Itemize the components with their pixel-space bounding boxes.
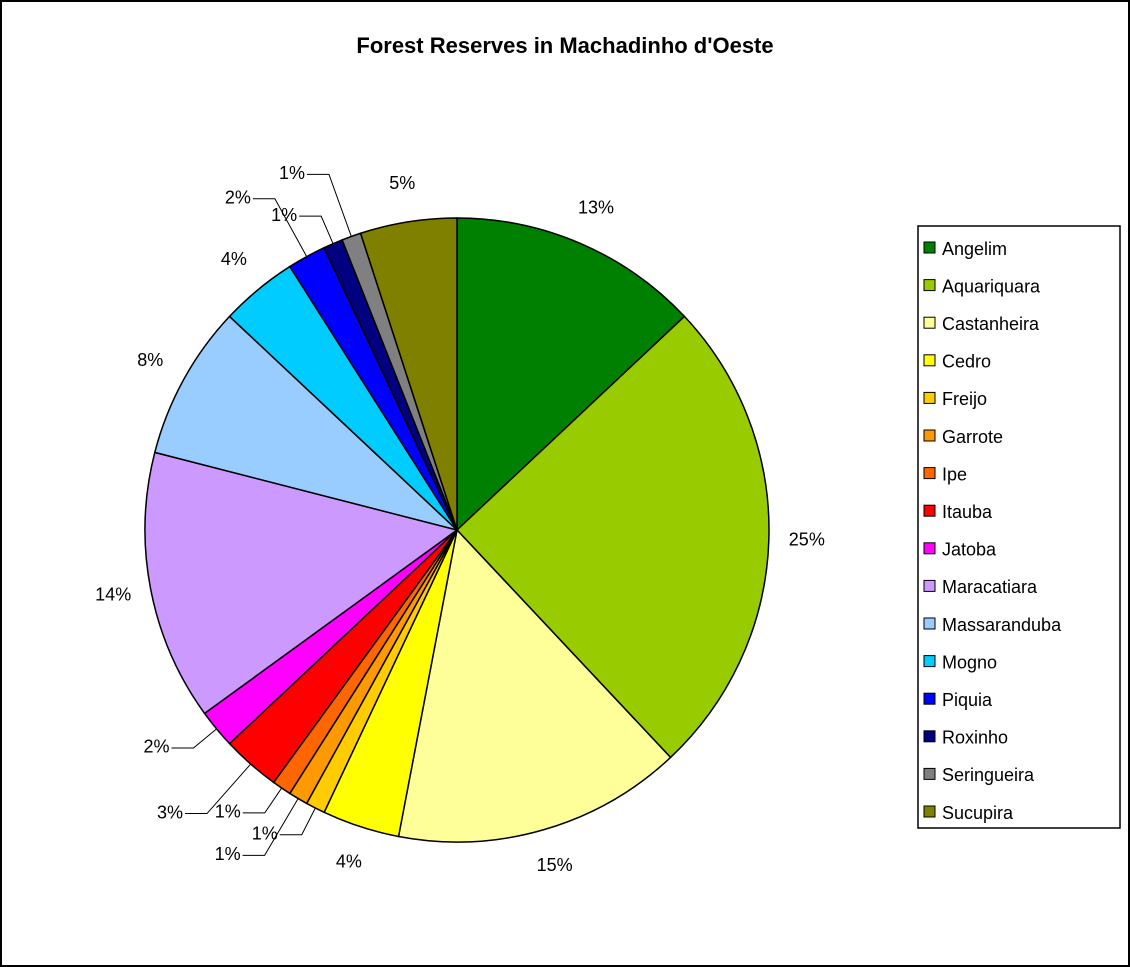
- legend-label: Castanheira: [942, 314, 1040, 334]
- data-label: 1%: [271, 205, 297, 225]
- data-label: 8%: [137, 350, 163, 370]
- leader-line: [279, 807, 316, 836]
- legend-label: Freijo: [942, 389, 987, 409]
- leader-line: [185, 763, 252, 815]
- leader-line: [299, 215, 334, 244]
- leader-line: [242, 787, 283, 814]
- data-label: 5%: [389, 173, 415, 193]
- legend-label: Jatoba: [942, 540, 997, 560]
- legend-swatch: [923, 316, 936, 329]
- legend-swatch: [923, 805, 936, 818]
- legend-swatch: [923, 617, 936, 630]
- legend-label: Massaranduba: [942, 615, 1062, 635]
- legend-label: Roxinho: [942, 728, 1008, 748]
- pie-slice: [359, 217, 458, 531]
- legend-swatch: [923, 730, 936, 743]
- data-label: 4%: [221, 249, 247, 269]
- legend-swatch: [923, 354, 936, 367]
- legend-label: Mogno: [942, 652, 997, 672]
- legend-label: Piquia: [942, 690, 993, 710]
- data-label: 1%: [279, 163, 305, 183]
- legend-swatch: [923, 279, 936, 292]
- chart-title: Forest Reserves in Machadinho d'Oeste: [356, 33, 773, 58]
- pie-slice: [455, 315, 770, 759]
- legend-swatch: [923, 767, 936, 780]
- data-label: 2%: [225, 188, 251, 208]
- legend-label: Seringueira: [942, 765, 1035, 785]
- legend-label: Angelim: [942, 239, 1007, 259]
- legend-swatch: [923, 391, 936, 404]
- data-label: 3%: [157, 802, 183, 822]
- legend-swatch: [923, 504, 936, 517]
- leader-line: [252, 198, 308, 257]
- legend-swatch: [923, 579, 936, 592]
- legend-label: Maracatiara: [942, 577, 1038, 597]
- legend-swatch: [923, 542, 936, 555]
- legend-label: Aquariquara: [942, 276, 1041, 296]
- legend-swatch: [923, 429, 936, 442]
- legend-swatch: [923, 692, 936, 705]
- leader-line: [242, 798, 299, 856]
- data-label: 4%: [336, 852, 362, 872]
- data-label: 1%: [215, 802, 241, 822]
- legend-swatch: [923, 655, 936, 668]
- data-label: 2%: [143, 737, 169, 757]
- pie-slice: [397, 528, 672, 843]
- data-label: 14%: [95, 584, 131, 604]
- pie-slice: [144, 451, 459, 715]
- pie-slice: [153, 315, 458, 531]
- data-label: 1%: [252, 823, 278, 843]
- legend-label: Itauba: [942, 502, 993, 522]
- legend-box: [917, 225, 1121, 829]
- data-label: 15%: [537, 855, 573, 875]
- data-label: 13%: [578, 198, 614, 218]
- data-label: 1%: [215, 844, 241, 864]
- pie-slice: [456, 217, 686, 532]
- legend-label: Cedro: [942, 352, 991, 372]
- legend-label: Garrote: [942, 427, 1003, 447]
- leader-line: [171, 728, 217, 749]
- legend-label: Ipe: [942, 464, 967, 484]
- leader-line: [306, 173, 352, 237]
- legend-swatch: [923, 241, 936, 254]
- legend-swatch: [923, 467, 936, 480]
- data-label: 25%: [789, 530, 825, 550]
- legend-label: Sucupira: [942, 803, 1014, 823]
